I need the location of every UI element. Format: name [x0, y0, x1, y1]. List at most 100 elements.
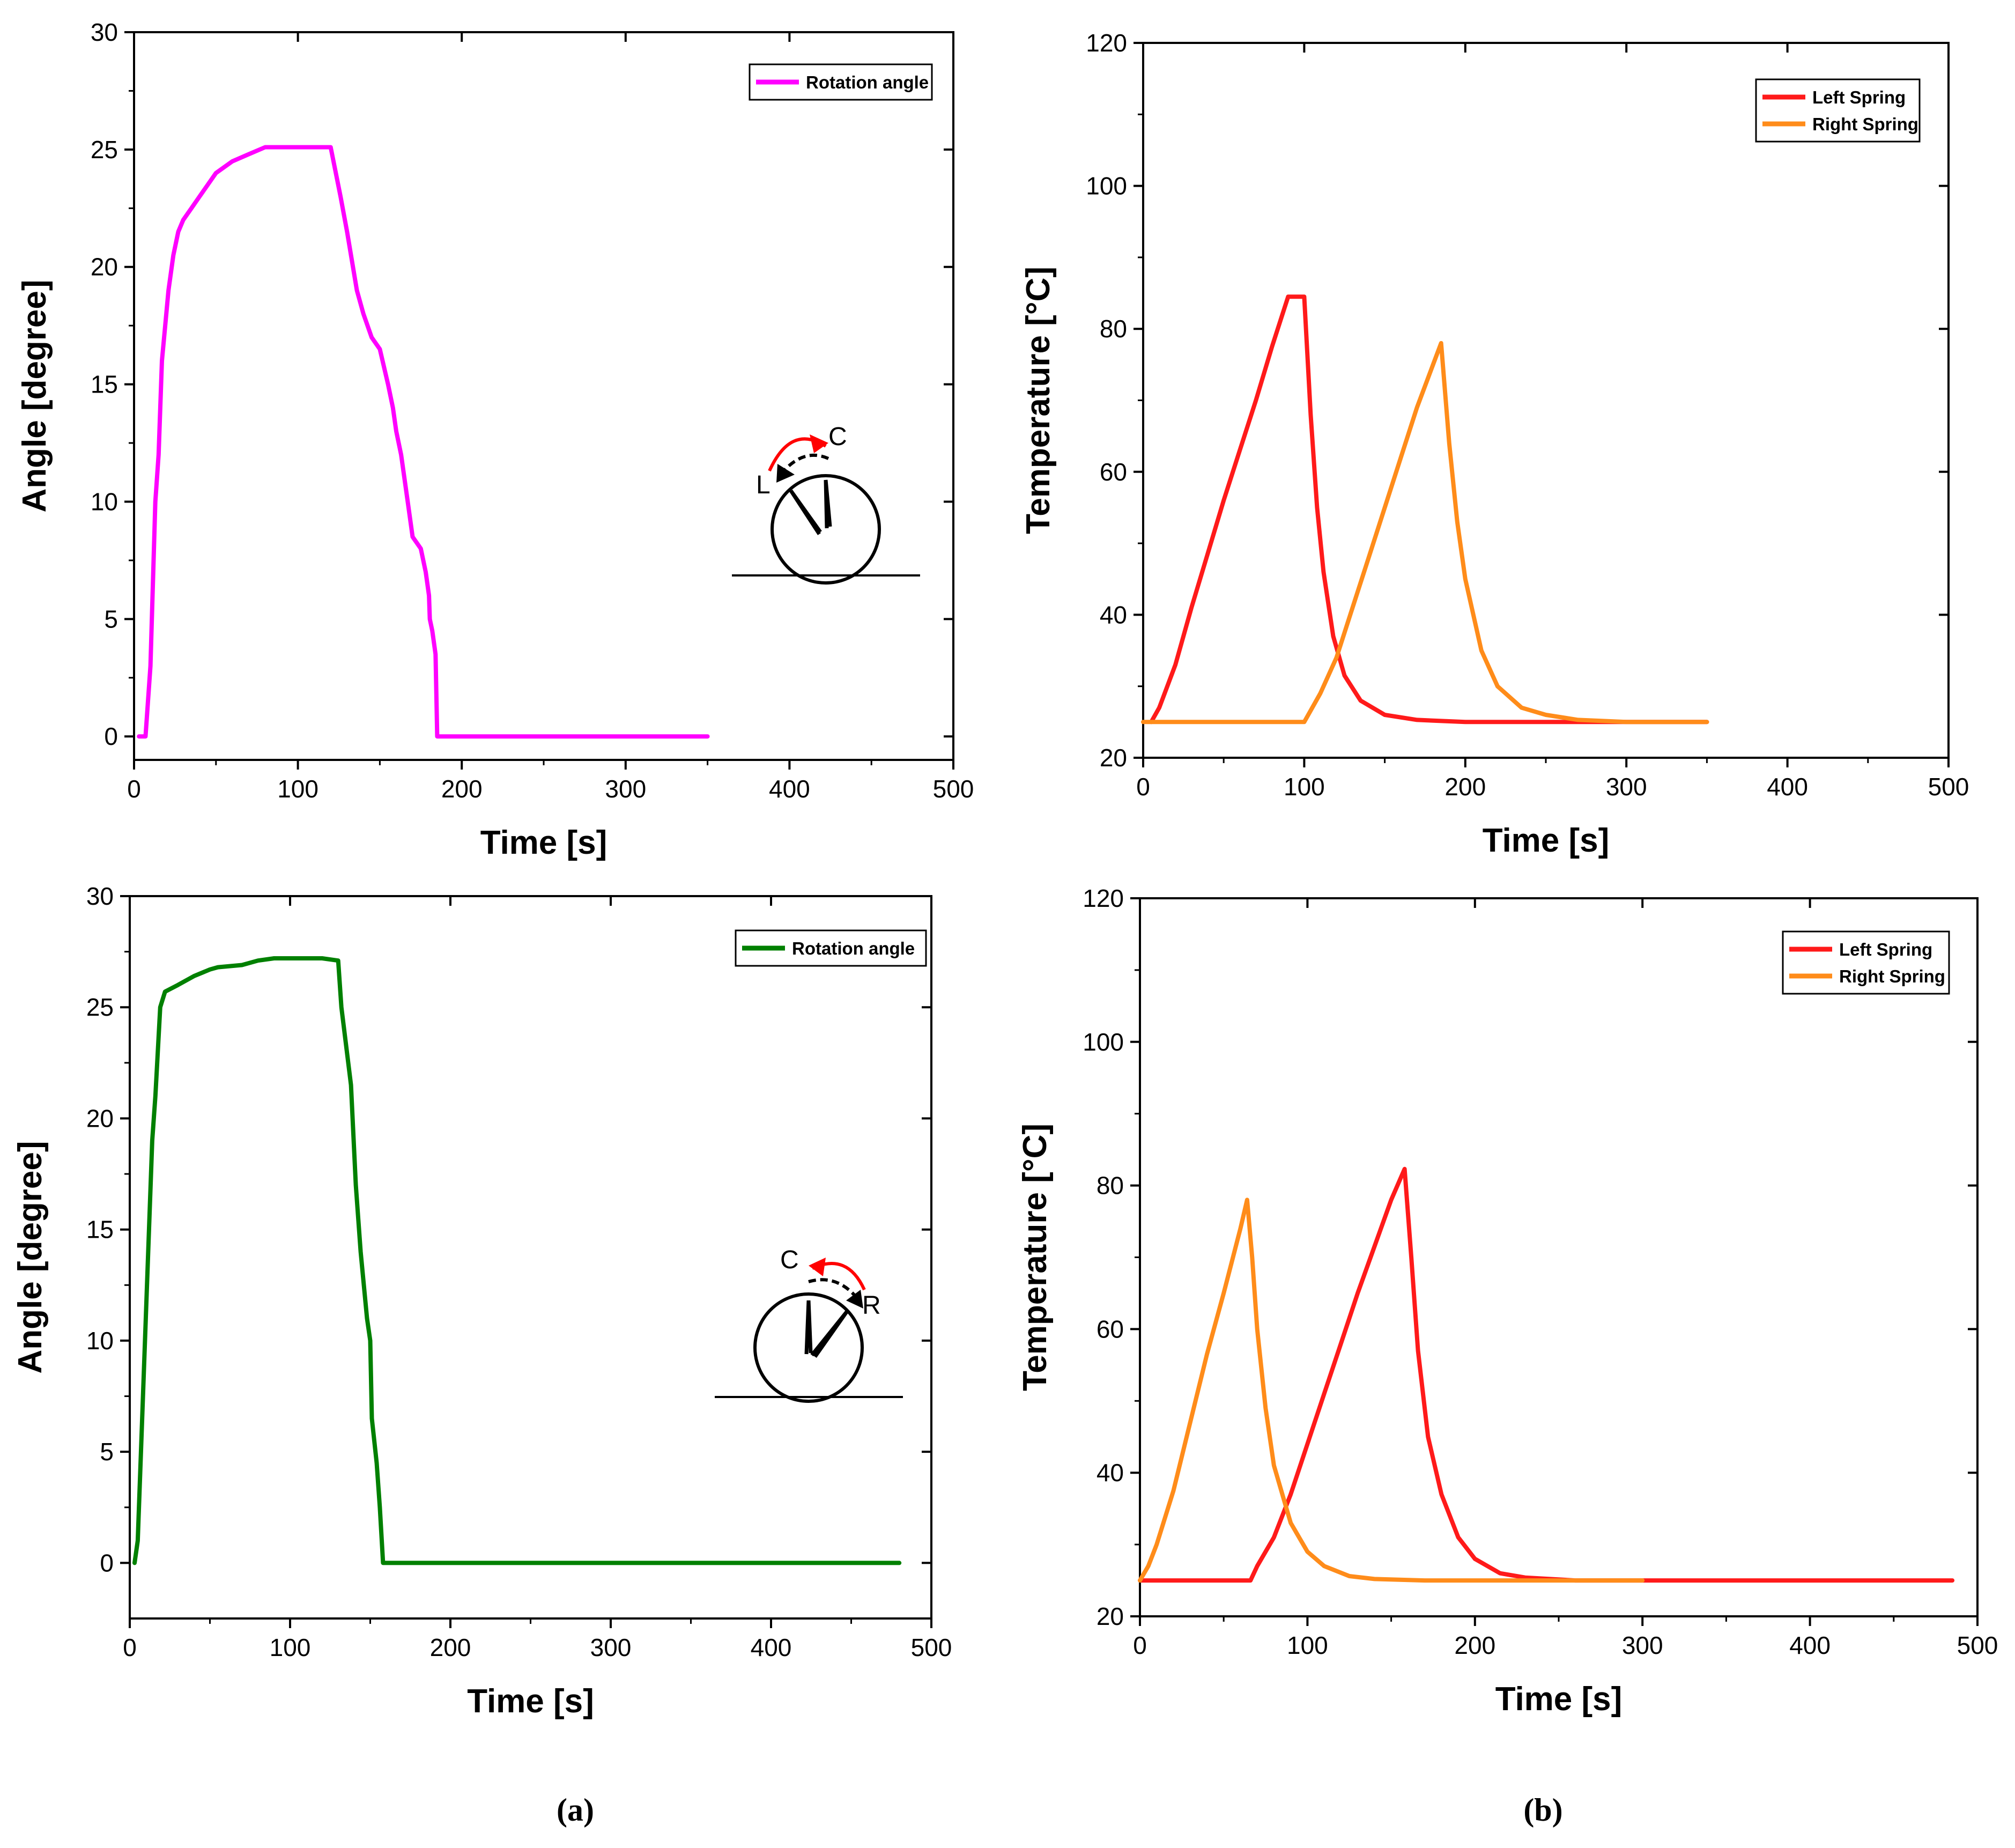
chart-angle-top: 0 100 200 300 400 500 0 5 10 15 20 25 30 Time [s] Angl… — [16, 18, 974, 861]
series-line-left-spring — [1149, 294, 1709, 725]
plot-frame — [1142, 42, 1950, 759]
legend-box — [1782, 930, 1950, 995]
x-tick-label: 500 — [1928, 773, 1969, 801]
inset-label-c-top: C — [828, 423, 847, 451]
y-tick-label: 60 — [1100, 458, 1127, 486]
rotation-arrow-dashed-right — [808, 1278, 858, 1299]
x-tick-label: 400 — [1789, 1631, 1831, 1659]
wheel-circle-right — [753, 1292, 864, 1403]
y-tick-label: 25 — [91, 136, 118, 164]
legend-label: Rotation angle — [806, 72, 929, 92]
y-tick-label: 0 — [104, 722, 118, 750]
chart-temperature-bottom: 0 100 200 300 400 500 20 40 60 80 100 120 Time [s] Te… — [1017, 884, 1998, 1718]
x-tick-label: 500 — [1957, 1631, 1998, 1659]
series-line-rotation-angle — [132, 956, 902, 1565]
y-axis-label: Temperature [°C] — [1017, 1123, 1054, 1391]
plot-frame — [1139, 897, 1979, 1617]
y-tick-label: 30 — [91, 18, 118, 46]
x-tick-label: 400 — [769, 775, 810, 803]
arrow-head-black-left — [776, 464, 795, 483]
wheel-circle-left — [771, 474, 881, 585]
x-tick-label: 100 — [277, 775, 318, 803]
series-line-left-spring — [1138, 1166, 1955, 1583]
x-tick-label: 400 — [751, 1633, 792, 1661]
y-tick-label: 80 — [1097, 1172, 1124, 1200]
series-line-rotation-angle — [137, 145, 710, 739]
series-line-right-spring — [1138, 1197, 1645, 1583]
y-tick-label: 120 — [1086, 29, 1127, 57]
x-tick-label: 0 — [1136, 773, 1150, 801]
y-tick-label: 40 — [1100, 601, 1127, 629]
y-tick-label: 80 — [1100, 315, 1127, 343]
y-tick-label: 40 — [1097, 1459, 1124, 1487]
inset-label-c-bottom: C — [780, 1246, 799, 1274]
x-tick-label: 500 — [933, 775, 974, 803]
plot-frame — [133, 31, 954, 761]
x-tick-label: 200 — [1444, 773, 1486, 801]
x-tick-label: 300 — [1622, 1631, 1663, 1659]
x-tick-label: 300 — [590, 1633, 632, 1661]
plot-frame — [129, 895, 932, 1620]
x-tick-label: 300 — [605, 775, 646, 803]
arrow-head-red-right — [809, 1258, 826, 1276]
x-tick-label: 100 — [1287, 1631, 1328, 1659]
x-tick-label: 0 — [123, 1633, 137, 1661]
x-axis-label: Time [s] — [1495, 1681, 1623, 1718]
pointer-rotated-left — [789, 489, 822, 535]
y-tick-label: 100 — [1086, 172, 1127, 200]
x-tick-label: 500 — [911, 1633, 952, 1661]
x-tick-label: 200 — [430, 1633, 471, 1661]
y-tick-label: 0 — [100, 1549, 114, 1577]
inset-label-l: L — [756, 471, 771, 499]
caption-a: (a) — [557, 1792, 594, 1828]
y-tick-label: 20 — [86, 1104, 114, 1132]
x-tick-label: 0 — [127, 775, 141, 803]
x-axis-label: Time [s] — [467, 1683, 594, 1720]
x-tick-label: 200 — [441, 775, 483, 803]
chart-temperature-top: 0 100 200 300 400 500 20 40 60 80 100 120 Time [s] Te… — [1020, 29, 1969, 859]
legend-label: Left Spring — [1812, 87, 1906, 107]
y-axis-label: Temperature [°C] — [1020, 267, 1057, 534]
arrow-head-red-left — [810, 434, 828, 453]
pointer-rotated-right — [810, 1310, 849, 1358]
x-tick-label: 400 — [1767, 773, 1808, 801]
inset-label-r: R — [862, 1291, 881, 1320]
x-tick-label: 200 — [1454, 1631, 1495, 1659]
y-axis-label: Angle [degree] — [16, 279, 53, 512]
legend-label: Left Spring — [1839, 940, 1932, 959]
y-tick-label: 5 — [100, 1438, 114, 1466]
caption-b: (b) — [1523, 1792, 1562, 1828]
y-tick-label: 30 — [86, 882, 114, 910]
y-tick-label: 15 — [86, 1216, 114, 1244]
legend-box — [1755, 78, 1921, 143]
legend-label: Right Spring — [1812, 114, 1918, 134]
y-tick-label: 20 — [1097, 1602, 1124, 1630]
y-axis-label: Angle [degree] — [12, 1141, 49, 1373]
y-tick-label: 120 — [1083, 884, 1124, 912]
legend-label: Rotation angle — [792, 938, 915, 958]
rotation-diagram-right: C R — [715, 1246, 903, 1403]
rotation-diagram-left: C L — [732, 423, 920, 585]
y-tick-label: 5 — [104, 605, 118, 633]
x-tick-label: 100 — [1284, 773, 1325, 801]
legend-label: Right Spring — [1839, 966, 1945, 986]
y-tick-label: 20 — [1100, 744, 1127, 772]
y-tick-label: 25 — [86, 993, 114, 1021]
rotation-arrow-dashed-left — [781, 453, 829, 473]
pointer-center-right — [804, 1300, 813, 1355]
x-axis-label: Time [s] — [480, 824, 608, 861]
y-tick-label: 20 — [91, 253, 118, 281]
x-axis-label: Time [s] — [1483, 822, 1610, 859]
y-tick-label: 15 — [91, 371, 118, 398]
x-tick-label: 0 — [1133, 1631, 1147, 1659]
chart-angle-bottom: 0 100 200 300 400 500 0 5 10 15 20 25 30 Time [s] Angl… — [12, 882, 952, 1720]
pointer-center-left — [824, 479, 832, 529]
series-line-right-spring — [1141, 341, 1709, 725]
arrow-head-black-right — [846, 1290, 863, 1309]
x-tick-label: 100 — [270, 1633, 311, 1661]
y-tick-label: 100 — [1083, 1028, 1124, 1056]
y-tick-label: 10 — [86, 1327, 114, 1355]
x-tick-label: 300 — [1606, 773, 1647, 801]
y-tick-label: 10 — [91, 487, 118, 515]
